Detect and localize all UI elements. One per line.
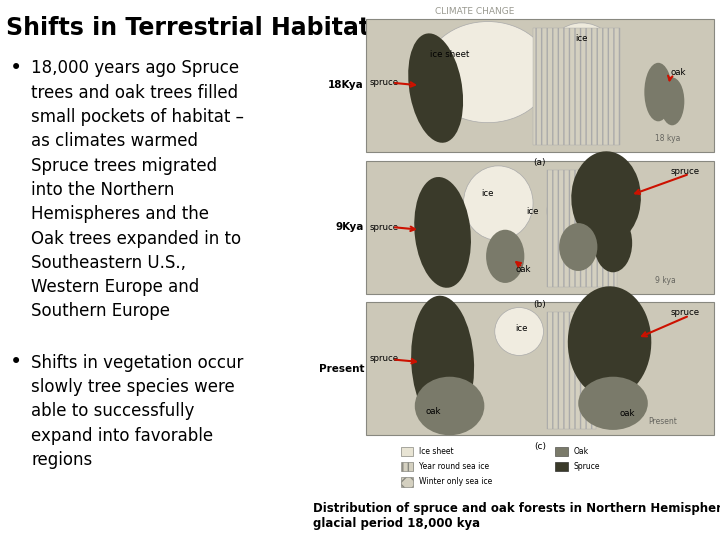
Text: •: • <box>9 58 22 78</box>
Ellipse shape <box>547 23 616 90</box>
Bar <box>533 28 620 145</box>
Text: able to successfully: able to successfully <box>32 402 194 420</box>
Bar <box>366 160 714 294</box>
Text: ice: ice <box>516 325 528 333</box>
Text: (b): (b) <box>534 300 546 309</box>
Ellipse shape <box>411 296 474 428</box>
Text: Distribution of spruce and oak forests in Northern Hemisphere since the
glacial : Distribution of spruce and oak forests i… <box>313 502 720 530</box>
Ellipse shape <box>568 286 652 398</box>
Ellipse shape <box>660 77 684 125</box>
Ellipse shape <box>464 166 533 240</box>
Text: into the Northern: into the Northern <box>32 181 175 199</box>
Text: ice: ice <box>575 35 588 43</box>
Ellipse shape <box>547 187 589 235</box>
Ellipse shape <box>495 308 544 355</box>
Text: 18 kya: 18 kya <box>654 134 680 143</box>
Text: Present: Present <box>318 364 364 374</box>
Text: oak: oak <box>516 265 531 274</box>
Text: 9 kya: 9 kya <box>654 276 675 285</box>
Ellipse shape <box>408 33 463 143</box>
Bar <box>366 19 714 152</box>
Text: Winter only sea ice: Winter only sea ice <box>419 477 492 486</box>
Text: ice: ice <box>526 207 539 215</box>
Ellipse shape <box>644 63 672 122</box>
Text: CLIMATE CHANGE: CLIMATE CHANGE <box>435 7 515 16</box>
Text: spruce: spruce <box>369 222 399 232</box>
Text: expand into favorable: expand into favorable <box>32 427 213 444</box>
Bar <box>366 302 714 435</box>
Text: slowly tree species were: slowly tree species were <box>32 378 235 396</box>
Ellipse shape <box>414 177 471 288</box>
Text: oak: oak <box>620 409 636 418</box>
Text: spruce: spruce <box>369 354 399 362</box>
Ellipse shape <box>594 214 632 272</box>
Text: 18Kya: 18Kya <box>328 80 364 90</box>
Text: Ice sheet: Ice sheet <box>419 447 454 456</box>
Text: Year round sea ice: Year round sea ice <box>419 462 490 471</box>
Ellipse shape <box>595 357 637 421</box>
Text: spruce: spruce <box>671 167 700 176</box>
Text: Southeastern U.S.,: Southeastern U.S., <box>32 254 186 272</box>
Text: Shifts in vegetation occur: Shifts in vegetation occur <box>32 354 243 372</box>
Text: as climates warmed: as climates warmed <box>32 132 198 150</box>
Bar <box>401 462 413 471</box>
Bar <box>547 312 595 429</box>
Text: Shifts in Terrestrial Habitat: Shifts in Terrestrial Habitat <box>6 16 370 40</box>
Text: spruce: spruce <box>671 308 700 318</box>
Text: Spruce: Spruce <box>574 462 600 471</box>
Text: 18,000 years ago Spruce: 18,000 years ago Spruce <box>32 59 240 77</box>
Text: Southern Europe: Southern Europe <box>32 302 171 320</box>
Ellipse shape <box>415 377 485 435</box>
Bar <box>547 170 616 287</box>
Text: ice: ice <box>481 190 493 198</box>
Text: small pockets of habitat –: small pockets of habitat – <box>32 108 244 126</box>
Text: ice sheet: ice sheet <box>431 50 470 59</box>
Ellipse shape <box>426 22 550 123</box>
Bar <box>555 447 567 456</box>
Text: Western Europe and: Western Europe and <box>32 278 199 296</box>
Bar <box>401 447 413 456</box>
Bar <box>401 477 413 487</box>
Text: trees and oak trees filled: trees and oak trees filled <box>32 84 238 102</box>
Text: Oak: Oak <box>574 447 589 456</box>
Bar <box>555 462 567 471</box>
Ellipse shape <box>571 151 641 244</box>
Ellipse shape <box>559 223 598 271</box>
Ellipse shape <box>486 230 524 283</box>
Ellipse shape <box>578 377 648 430</box>
Text: Present: Present <box>648 417 677 427</box>
Text: •: • <box>9 352 22 372</box>
Text: Spruce trees migrated: Spruce trees migrated <box>32 157 217 174</box>
Text: Hemispheres and the: Hemispheres and the <box>32 205 210 223</box>
Text: 9Kya: 9Kya <box>336 222 364 232</box>
Text: spruce: spruce <box>369 78 399 87</box>
Text: (a): (a) <box>534 158 546 167</box>
Text: oak: oak <box>670 68 686 77</box>
Text: (c): (c) <box>534 442 546 451</box>
Text: oak: oak <box>426 407 441 416</box>
Text: regions: regions <box>32 451 93 469</box>
Text: Oak trees expanded in to: Oak trees expanded in to <box>32 230 241 247</box>
